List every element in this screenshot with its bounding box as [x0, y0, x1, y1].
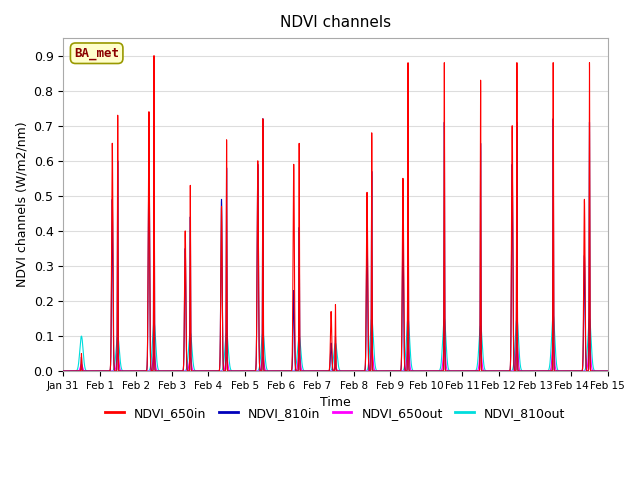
NDVI_650in — [531, 368, 539, 374]
NDVI_810in — [179, 368, 186, 374]
NDVI_810in — [60, 368, 67, 374]
NDVI_650in — [60, 368, 67, 374]
NDVI_810in — [150, 109, 158, 115]
NDVI_810in — [531, 368, 539, 374]
NDVI_650in — [77, 368, 84, 373]
NDVI_810out — [190, 365, 198, 371]
NDVI_650out — [348, 368, 355, 374]
NDVI_650out — [586, 340, 593, 346]
Y-axis label: NDVI channels (W/m2/nm): NDVI channels (W/m2/nm) — [15, 122, 28, 288]
NDVI_650out — [190, 368, 198, 374]
NDVI_650out — [179, 368, 186, 374]
NDVI_650in — [119, 368, 127, 374]
NDVI_810out — [549, 312, 557, 318]
NDVI_650in — [190, 368, 198, 374]
NDVI_810out — [77, 337, 84, 343]
Line: NDVI_650in: NDVI_650in — [63, 56, 607, 371]
Title: NDVI channels: NDVI channels — [280, 15, 391, 30]
NDVI_810out — [60, 368, 67, 374]
NDVI_650out — [604, 368, 611, 374]
NDVI_650out — [77, 363, 84, 369]
NDVI_650in — [348, 368, 355, 374]
NDVI_810out — [179, 368, 186, 374]
Line: NDVI_810out: NDVI_810out — [63, 315, 607, 371]
NDVI_810out — [348, 368, 355, 374]
Legend: NDVI_650in, NDVI_810in, NDVI_650out, NDVI_810out: NDVI_650in, NDVI_810in, NDVI_650out, NDV… — [100, 402, 570, 425]
NDVI_810in — [190, 368, 198, 374]
NDVI_810out — [531, 368, 539, 374]
NDVI_810out — [604, 368, 611, 374]
NDVI_650in — [150, 53, 158, 59]
NDVI_810out — [119, 368, 127, 373]
NDVI_810in — [348, 368, 355, 374]
NDVI_810in — [119, 368, 127, 374]
Line: NDVI_650out: NDVI_650out — [63, 343, 607, 371]
NDVI_810in — [77, 368, 84, 373]
NDVI_650out — [531, 368, 539, 374]
NDVI_650out — [60, 368, 67, 374]
NDVI_650in — [604, 368, 611, 374]
X-axis label: Time: Time — [320, 396, 351, 409]
NDVI_650out — [119, 368, 127, 374]
Line: NDVI_810in: NDVI_810in — [63, 112, 607, 371]
NDVI_650in — [179, 368, 186, 374]
NDVI_810in — [604, 368, 611, 374]
Text: BA_met: BA_met — [74, 47, 119, 60]
